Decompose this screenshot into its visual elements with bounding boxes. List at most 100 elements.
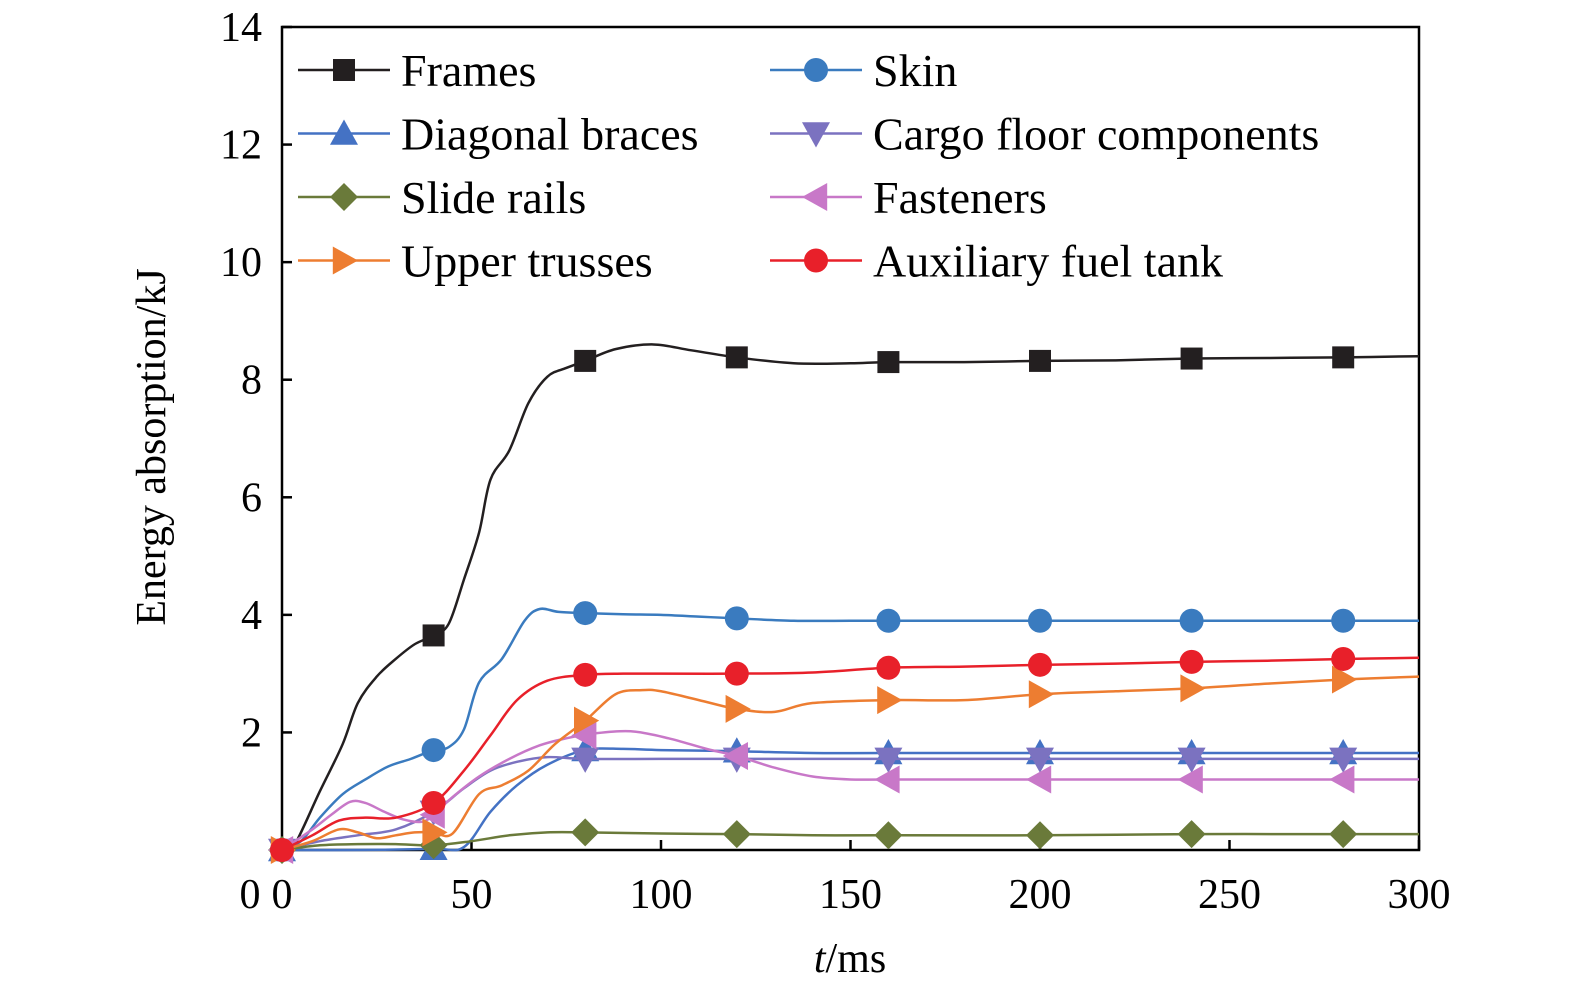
data-point-upper-trusses xyxy=(725,694,751,723)
data-point-cargo-floor-components xyxy=(1177,747,1206,773)
x-tick-label: 50 xyxy=(451,872,493,918)
legend-item-auxiliary-fuel-tank: Auxiliary fuel tank xyxy=(770,236,1223,287)
data-point-upper-trusses xyxy=(1332,665,1358,694)
series-line-skin xyxy=(281,607,1419,852)
data-point-auxiliary-fuel-tank xyxy=(573,662,598,687)
legend-item-fasteners: Fasteners xyxy=(770,172,1047,223)
series-line-slide-rails xyxy=(281,830,1419,852)
legend-marker xyxy=(804,58,828,82)
data-point-fasteners xyxy=(1026,765,1052,794)
data-point-slide-rails xyxy=(571,818,600,847)
data-point-skin xyxy=(724,606,749,631)
data-point-auxiliary-fuel-tank xyxy=(1179,649,1204,674)
x-axis-title-variable: t xyxy=(814,936,827,982)
legend-label: Cargo floor components xyxy=(873,109,1319,160)
data-point-cargo-floor-components xyxy=(874,747,903,773)
y-tick-label: 14 xyxy=(220,5,262,51)
data-point-fasteners xyxy=(571,721,597,750)
data-point-auxiliary-fuel-tank xyxy=(270,838,294,862)
data-point-frames xyxy=(1332,346,1355,369)
data-point-cargo-floor-components xyxy=(1329,747,1358,773)
x-tick-label: 150 xyxy=(819,872,882,918)
data-point-upper-trusses xyxy=(1028,680,1054,709)
data-point-skin xyxy=(421,738,446,763)
data-point-auxiliary-fuel-tank xyxy=(1331,646,1356,671)
series-line-auxiliary-fuel-tank xyxy=(281,656,1420,852)
legend-item-frames: Frames xyxy=(298,45,536,96)
data-point-fasteners xyxy=(874,765,900,794)
legend-item-upper-trusses: Upper trusses xyxy=(298,236,653,287)
legend-item-cargo-floor-components: Cargo floor components xyxy=(770,109,1319,160)
axes: 0 50 100 150 200 250 300 2 4 6 8 10 12 14 0 xyxy=(220,5,1451,918)
data-point-slide-rails xyxy=(722,820,751,849)
x-axis-title-unit: /ms xyxy=(825,936,886,982)
data-point-frames xyxy=(1180,347,1203,370)
data-point-frames xyxy=(877,351,900,374)
data-point-upper-trusses xyxy=(422,818,448,847)
legend-label: Auxiliary fuel tank xyxy=(873,236,1223,287)
data-point-slide-rails xyxy=(1026,821,1054,850)
data-point-skin xyxy=(573,601,598,626)
data-point-upper-trusses xyxy=(877,686,903,715)
x-tick-label: 200 xyxy=(1009,872,1072,918)
data-point-slide-rails xyxy=(1329,820,1358,849)
legend-label: Upper trusses xyxy=(401,236,653,287)
data-point-skin xyxy=(1028,608,1052,633)
data-point-frames xyxy=(422,624,445,647)
legend-marker xyxy=(802,183,828,211)
data-point-auxiliary-fuel-tank xyxy=(876,655,901,680)
data-point-auxiliary-fuel-tank xyxy=(1028,652,1052,677)
y-tick-label: 12 xyxy=(220,123,262,169)
data-point-upper-trusses xyxy=(1180,674,1206,703)
data-point-skin xyxy=(876,608,901,633)
data-point-skin xyxy=(1179,608,1204,633)
legend-marker xyxy=(330,119,358,145)
x-tick-label: 0 xyxy=(272,872,293,918)
data-point-auxiliary-fuel-tank xyxy=(724,661,749,686)
series-frames xyxy=(271,343,1420,861)
legend-marker xyxy=(330,183,358,211)
series-layer xyxy=(268,343,1420,864)
legend-item-diagonal-braces: Diagonal braces xyxy=(298,109,699,160)
legend-marker xyxy=(332,246,358,275)
legend-label: Fasteners xyxy=(873,172,1047,223)
y-tick-label: 10 xyxy=(220,240,262,286)
data-point-auxiliary-fuel-tank xyxy=(421,790,446,815)
y-tick-label: 4 xyxy=(241,593,262,639)
y-tick-label: 8 xyxy=(241,358,262,404)
series-line-frames xyxy=(281,343,1420,854)
series-line-diagonal-braces xyxy=(281,747,1419,852)
data-point-frames xyxy=(574,349,597,372)
data-point-frames xyxy=(1029,349,1051,372)
legend: Frames Skin Diagonal braces Cargo floor com… xyxy=(298,45,1319,287)
data-point-slide-rails xyxy=(874,821,903,850)
x-tick-label: 250 xyxy=(1198,872,1261,918)
legend-item-slide-rails: Slide rails xyxy=(298,172,586,223)
x-axis-title: t/ms xyxy=(814,936,886,982)
data-point-fasteners xyxy=(1329,765,1355,794)
x-tick-label: 300 xyxy=(1388,872,1451,918)
series-auxiliary-fuel-tank xyxy=(270,646,1420,862)
y-tick-label: 2 xyxy=(241,710,262,756)
data-point-fasteners xyxy=(1177,765,1203,794)
legend-marker xyxy=(802,122,830,148)
data-point-frames xyxy=(725,346,748,369)
data-point-cargo-floor-components xyxy=(1026,747,1054,773)
legend-label: Skin xyxy=(873,45,957,96)
legend-marker xyxy=(333,59,355,81)
series-line-upper-trusses xyxy=(281,675,1420,852)
axis-labels: Energy absorption/kJ t/ms xyxy=(129,268,886,982)
x-tick-label: 100 xyxy=(630,872,693,918)
data-point-cargo-floor-components xyxy=(571,747,600,773)
legend-label: Frames xyxy=(401,45,536,96)
legend-marker xyxy=(804,248,828,273)
data-point-fasteners xyxy=(722,741,748,770)
legend-label: Diagonal braces xyxy=(401,109,699,160)
data-point-skin xyxy=(1331,608,1356,633)
data-point-slide-rails xyxy=(1177,820,1206,849)
legend-label: Slide rails xyxy=(401,172,586,223)
y-tick-label: 6 xyxy=(241,475,262,521)
origin-tick-label: 0 xyxy=(240,872,261,918)
y-axis-title: Energy absorption/kJ xyxy=(129,268,175,625)
